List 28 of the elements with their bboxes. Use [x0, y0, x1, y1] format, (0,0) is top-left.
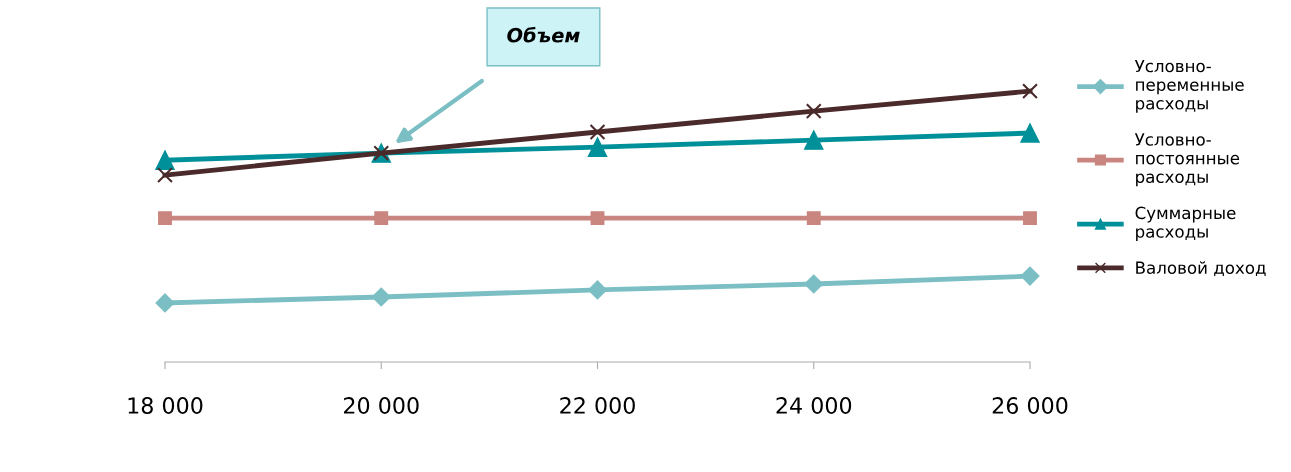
point: [155, 293, 175, 313]
point: [1022, 83, 1038, 100]
point: [587, 280, 608, 300]
legend-label: Суммарные расходы: [1135, 206, 1236, 242]
point: [589, 124, 606, 140]
point: [1023, 211, 1037, 226]
text: Объем: [507, 26, 580, 43]
point: [804, 130, 824, 150]
point: [157, 167, 173, 184]
point: [587, 137, 608, 157]
point: [1020, 266, 1040, 286]
x-tick-label: 24 000: [776, 397, 852, 414]
x-tick-label: 26 000: [992, 397, 1068, 414]
point: [805, 103, 822, 120]
point: [804, 274, 824, 294]
point: [1020, 123, 1040, 143]
legend-label: Валовой доход: [1136, 261, 1266, 277]
legend-label: Условно- постоянные расходы: [1134, 133, 1240, 187]
point: [806, 211, 821, 226]
point: [374, 211, 389, 226]
x-tick-label: 20 000: [344, 397, 419, 414]
point: [158, 211, 172, 226]
point: [155, 150, 175, 170]
point: [371, 287, 391, 307]
point: [590, 211, 605, 226]
x-tick-label: 18 000: [128, 397, 203, 414]
x-tick-label: 22 000: [560, 397, 635, 414]
legend-label: Условно- переменные расходы: [1134, 59, 1244, 113]
